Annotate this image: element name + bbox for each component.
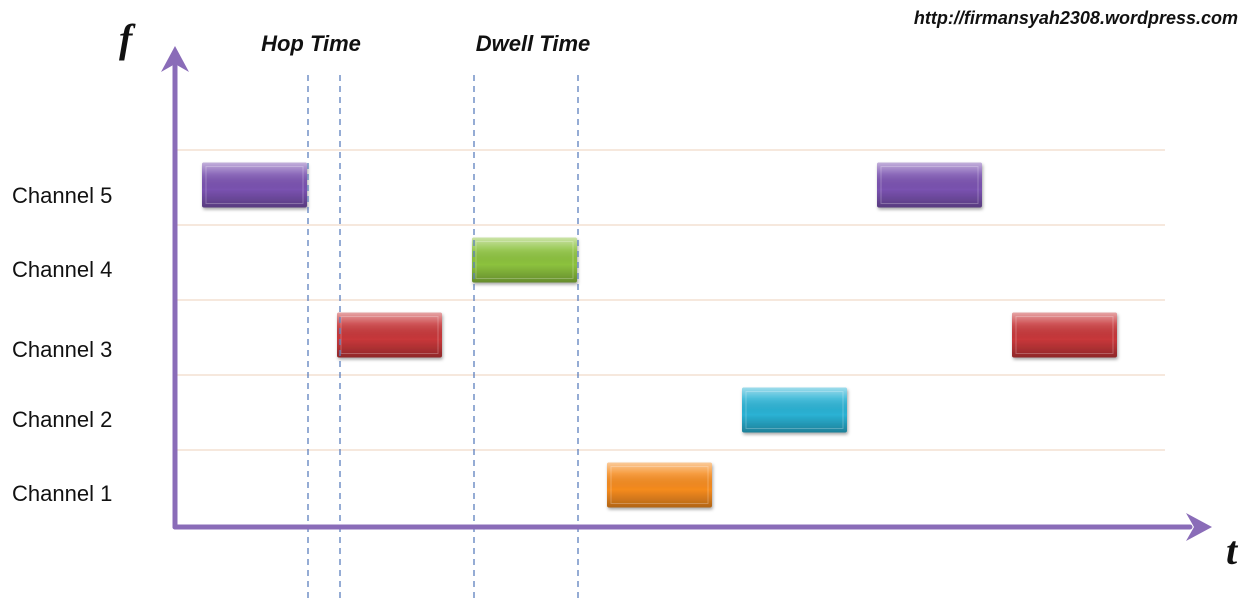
hop-block-bevel <box>475 241 574 279</box>
hop-block-bevel <box>610 466 709 504</box>
hop-block-bevel <box>745 391 844 429</box>
frequency-axis-label: f <box>119 16 136 61</box>
hop-block-gloss <box>202 162 307 208</box>
hop-time-label: Hop Time <box>261 31 361 56</box>
channel-grid <box>175 149 1165 451</box>
axes <box>161 46 1212 541</box>
channel-label: Channel 5 <box>12 183 112 208</box>
hop-block-gloss <box>607 462 712 508</box>
hop-block-channel-3 <box>1012 312 1117 358</box>
frequency-axis-arrow-icon <box>161 46 189 72</box>
hop-block-bevel <box>880 166 979 204</box>
time-axis-label: t <box>1226 528 1239 573</box>
hop-block-channel-5 <box>877 162 982 208</box>
hop-block-channel-3 <box>337 312 442 358</box>
hop-block-bevel <box>340 316 439 354</box>
hop-block-gloss <box>877 162 982 208</box>
hop-block-channel-4 <box>472 237 577 283</box>
watermark-url: http://firmansyah2308.wordpress.com <box>914 8 1238 28</box>
hop-block-channel-2 <box>742 387 847 433</box>
channel-label: Channel 1 <box>12 481 112 506</box>
time-axis-arrow-icon <box>1186 513 1212 541</box>
hop-block-bevel <box>205 166 304 204</box>
hop-block-gloss <box>337 312 442 358</box>
hop-block-gloss <box>472 237 577 283</box>
hop-block-bevel <box>1015 316 1114 354</box>
hop-block-channel-1 <box>607 462 712 508</box>
dwell-time-label: Dwell Time <box>476 31 591 56</box>
channel-label: Channel 3 <box>12 337 112 362</box>
hop-block-gloss <box>1012 312 1117 358</box>
channel-label: Channel 4 <box>12 257 112 282</box>
channel-labels: Channel 5 Channel 4 Channel 3 Channel 2 … <box>12 183 112 506</box>
hop-blocks <box>202 162 1117 508</box>
hop-block-gloss <box>742 387 847 433</box>
channel-label: Channel 2 <box>12 407 112 432</box>
hop-block-channel-5 <box>202 162 307 208</box>
